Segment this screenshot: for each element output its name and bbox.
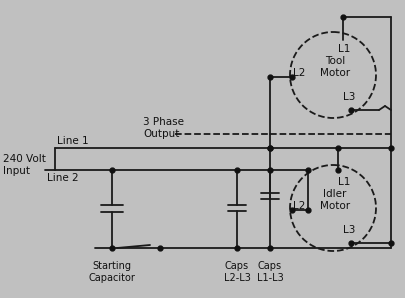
Text: L3: L3 — [342, 225, 354, 235]
Text: L2: L2 — [292, 68, 305, 78]
Text: 3 Phase
Output: 3 Phase Output — [143, 117, 183, 139]
Text: Line 1: Line 1 — [57, 136, 88, 146]
Text: Line 2: Line 2 — [47, 173, 79, 183]
Text: 240 Volt
Input: 240 Volt Input — [3, 154, 46, 176]
Text: Caps
L2-L3: Caps L2-L3 — [223, 261, 250, 283]
Text: Idler
Motor: Idler Motor — [319, 189, 349, 211]
Text: L2: L2 — [292, 201, 305, 211]
Text: Starting
Capacitor: Starting Capacitor — [88, 261, 135, 283]
Text: L3: L3 — [342, 92, 354, 102]
Text: L1: L1 — [337, 44, 350, 54]
Text: L1: L1 — [337, 177, 350, 187]
Text: Tool
Motor: Tool Motor — [319, 56, 349, 78]
Text: Caps
L1-L3: Caps L1-L3 — [256, 261, 283, 283]
